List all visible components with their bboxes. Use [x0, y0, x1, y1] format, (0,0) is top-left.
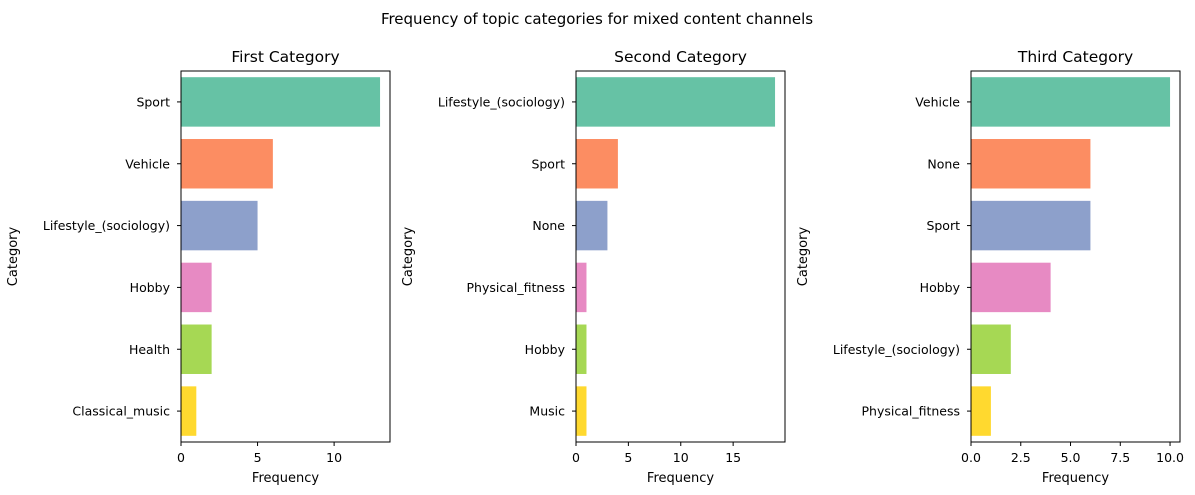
chart-panel-2: Lifestyle_(sociology) Sport None Physical_f… — [401, 48, 786, 486]
x-tick-label: 10.0 — [1156, 450, 1184, 465]
y-tick-label: Music — [529, 404, 565, 419]
y-tick-label: Lifestyle_(sociology) — [833, 342, 960, 357]
axes-frame — [970, 70, 1181, 443]
chart-panel-1: Sport Vehicle Lifestyle_(sociology) Hobby He… — [6, 48, 391, 486]
chart-panels: Sport Vehicle Lifestyle_(sociology) Hobby He… — [6, 48, 1184, 486]
y-tick-label: Physical_fitness — [861, 404, 960, 419]
x-tick-label: 2.5 — [1011, 450, 1031, 465]
y-tick-label: Hobby — [920, 280, 961, 295]
y-tick-label: Vehicle — [915, 94, 960, 109]
y-tick-label: Hobby — [130, 280, 171, 295]
chart-title: First Category — [231, 48, 339, 66]
bar-none — [971, 139, 1091, 189]
chart-title: Third Category — [1017, 48, 1133, 66]
chart-title: Second Category — [614, 48, 747, 66]
bar-classical-music — [181, 386, 197, 436]
x-tick-label: 10 — [326, 450, 342, 465]
bar-music — [576, 386, 587, 436]
y-tick-label: Sport — [926, 218, 960, 233]
bar-physical-fitness — [971, 386, 991, 436]
bar-lifestyle-sociology- — [971, 324, 1011, 374]
y-tick-label: Classical_music — [72, 404, 170, 419]
chart-panel-3: Vehicle None Sport Hobby Lifestyle_(sociolog… — [796, 48, 1184, 486]
bar-sport — [576, 139, 618, 189]
bar-hobby — [576, 324, 587, 374]
y-tick-label: Lifestyle_(sociology) — [438, 94, 565, 109]
y-tick-label: Sport — [136, 94, 170, 109]
x-tick-label: 5.0 — [1061, 450, 1081, 465]
x-tick-label: 7.5 — [1110, 450, 1130, 465]
axes-frame — [180, 70, 391, 443]
y-tick-label: Physical_fitness — [466, 280, 565, 295]
x-tick-label: 5 — [254, 450, 262, 465]
bar-vehicle — [181, 139, 273, 189]
bar-sport — [181, 77, 381, 127]
x-tick-label: 5 — [624, 450, 632, 465]
y-tick-label: Sport — [531, 156, 565, 171]
x-axis-label: Frequency — [1042, 471, 1109, 486]
x-axis-label: Frequency — [252, 471, 319, 486]
bar-vehicle — [971, 77, 1171, 127]
y-tick-label: Vehicle — [125, 156, 170, 171]
x-axis-label: Frequency — [647, 471, 714, 486]
y-tick-label: Lifestyle_(sociology) — [43, 218, 170, 233]
x-tick-label: 0.0 — [961, 450, 981, 465]
axes-frame — [575, 70, 786, 443]
y-tick-label: Hobby — [525, 342, 566, 357]
y-tick-label: Health — [129, 342, 170, 357]
y-axis-label: Category — [401, 227, 416, 287]
bar-physical-fitness — [576, 262, 587, 313]
bar-hobby — [181, 262, 212, 313]
y-axis-label: Category — [796, 227, 811, 287]
figure-suptitle: Frequency of topic categories for mixed … — [381, 10, 813, 28]
bar-hobby — [971, 262, 1051, 313]
bar-lifestyle-sociology- — [181, 200, 258, 251]
y-tick-label: None — [927, 156, 960, 171]
y-axis-label: Category — [6, 227, 21, 287]
x-tick-label: 15 — [725, 450, 741, 465]
bar-sport — [971, 200, 1091, 251]
x-tick-label: 0 — [177, 450, 185, 465]
bar-none — [576, 200, 608, 251]
y-tick-label: None — [532, 218, 565, 233]
bar-health — [181, 324, 212, 374]
bar-lifestyle-sociology- — [576, 77, 776, 127]
x-tick-label: 10 — [673, 450, 689, 465]
x-tick-label: 0 — [572, 450, 580, 465]
